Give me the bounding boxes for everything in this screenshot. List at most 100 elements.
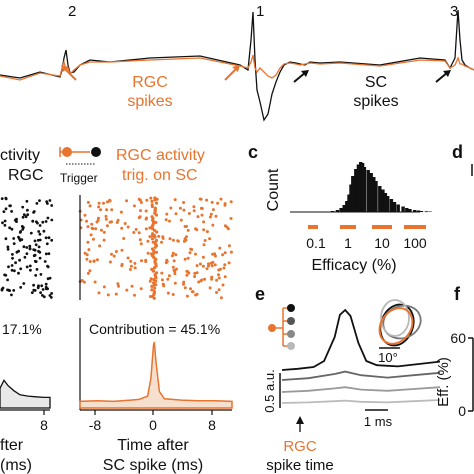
raster-dot	[34, 274, 38, 277]
raster-dot	[105, 224, 109, 228]
raster-dot	[215, 291, 218, 294]
raster-dot	[171, 293, 175, 296]
raster-dot	[86, 200, 90, 204]
raster-dot	[165, 259, 169, 263]
raster-dot	[183, 257, 187, 261]
raster-dot	[217, 276, 221, 280]
raster-dot	[165, 212, 169, 216]
raster-dot	[108, 198, 112, 202]
raster-dot	[186, 256, 190, 260]
raster-dot	[45, 242, 49, 246]
raster-dot	[210, 200, 214, 204]
raster-dot	[114, 250, 118, 253]
raster-dot	[13, 269, 16, 273]
raster-dot	[36, 238, 40, 242]
raster-dot	[171, 251, 175, 255]
raster-dot	[160, 271, 164, 275]
raster-dot	[14, 261, 17, 265]
raster-dot	[38, 232, 42, 236]
histogram-bar	[401, 206, 405, 212]
raster-dot-peak	[153, 286, 157, 290]
raster-dot	[83, 251, 87, 255]
raster-dot	[176, 239, 180, 243]
right-contribution: Contribution = 45.1%	[89, 321, 220, 337]
raster-dot	[38, 224, 42, 227]
raster-dot	[190, 248, 194, 251]
raster-dot-peak	[153, 245, 157, 249]
raster-dot	[8, 289, 12, 292]
raster-dot	[203, 277, 207, 281]
raster-dot-peak	[150, 284, 154, 288]
raster-dot	[205, 198, 209, 202]
raster-dot	[50, 238, 54, 242]
raster-dot	[92, 237, 95, 241]
raster-dot	[195, 264, 199, 268]
raster-dot	[222, 266, 226, 270]
raster-dot-peak	[153, 198, 157, 202]
raster-dot	[213, 252, 217, 256]
histogram-bar	[335, 210, 340, 212]
raster-dot	[19, 267, 23, 271]
raster-dot	[226, 227, 230, 231]
raster-dot	[44, 282, 48, 286]
raster-dot	[133, 266, 137, 270]
raster-dot	[126, 225, 130, 229]
raster-dot	[221, 283, 225, 287]
raster-dot	[200, 213, 204, 217]
arrow-label-rgc: RGC	[283, 438, 317, 455]
raster-dot	[89, 233, 93, 237]
raster-dot	[48, 199, 52, 202]
left-xlabel-1: fter	[0, 437, 24, 454]
raster-dot	[18, 237, 21, 241]
raster-dot	[185, 224, 188, 228]
histogram-bar	[405, 208, 409, 212]
raster-dot	[50, 292, 53, 295]
triggered-traces	[281, 308, 441, 404]
sc-spikes-label-2: spikes	[353, 93, 398, 110]
panel-c: c Count 0.1 1 10 100 Efficacy (%)	[248, 142, 432, 274]
raster-dot	[10, 227, 14, 231]
raster-dot-peak	[153, 235, 157, 239]
rf-ellipse-2	[382, 304, 422, 340]
raster-dot	[130, 284, 134, 288]
raster-dot	[209, 212, 213, 216]
raster-dot	[161, 282, 165, 286]
triggered-trace-4	[281, 399, 441, 404]
raster-dot	[95, 258, 99, 262]
rgc-spikes-label-2: spikes	[127, 93, 172, 110]
raster-dot	[189, 287, 192, 291]
raster-dot	[223, 251, 227, 255]
raster-dot	[155, 250, 159, 254]
panel-e: e 10° 0.5 a.u. 1 ms RGC spike time	[255, 284, 441, 474]
raster-dot	[4, 273, 8, 277]
raster-dot	[18, 231, 22, 234]
raster-dot	[97, 205, 101, 209]
raster-dot	[166, 291, 170, 295]
raster-dot	[11, 253, 14, 256]
tree-source-dot	[268, 324, 276, 332]
raster-dot	[205, 267, 209, 271]
raster-dot	[88, 204, 92, 208]
raster-dot	[120, 226, 124, 230]
raster-dot	[1, 221, 4, 225]
raster-dot	[202, 228, 206, 232]
raster-dot-peak	[152, 283, 157, 287]
raster-dot	[97, 201, 101, 205]
histogram-bar	[386, 196, 390, 212]
raster-dot	[97, 291, 101, 295]
raster-dot	[145, 198, 149, 202]
rf-ellipse-3	[380, 299, 410, 337]
raster-dot	[42, 295, 46, 299]
panel-f-letter: f	[454, 284, 461, 304]
raster-dot	[196, 215, 200, 219]
raster-dot	[83, 213, 87, 217]
raster-dot	[18, 258, 21, 262]
raster-dot	[26, 208, 29, 212]
raster-dot	[85, 253, 89, 257]
raster-dot	[120, 248, 124, 252]
raster-dot	[229, 250, 233, 254]
raster-dot	[105, 208, 109, 212]
raster-dot	[23, 255, 27, 259]
raster-dot	[22, 282, 26, 285]
raster-dot	[37, 245, 41, 249]
